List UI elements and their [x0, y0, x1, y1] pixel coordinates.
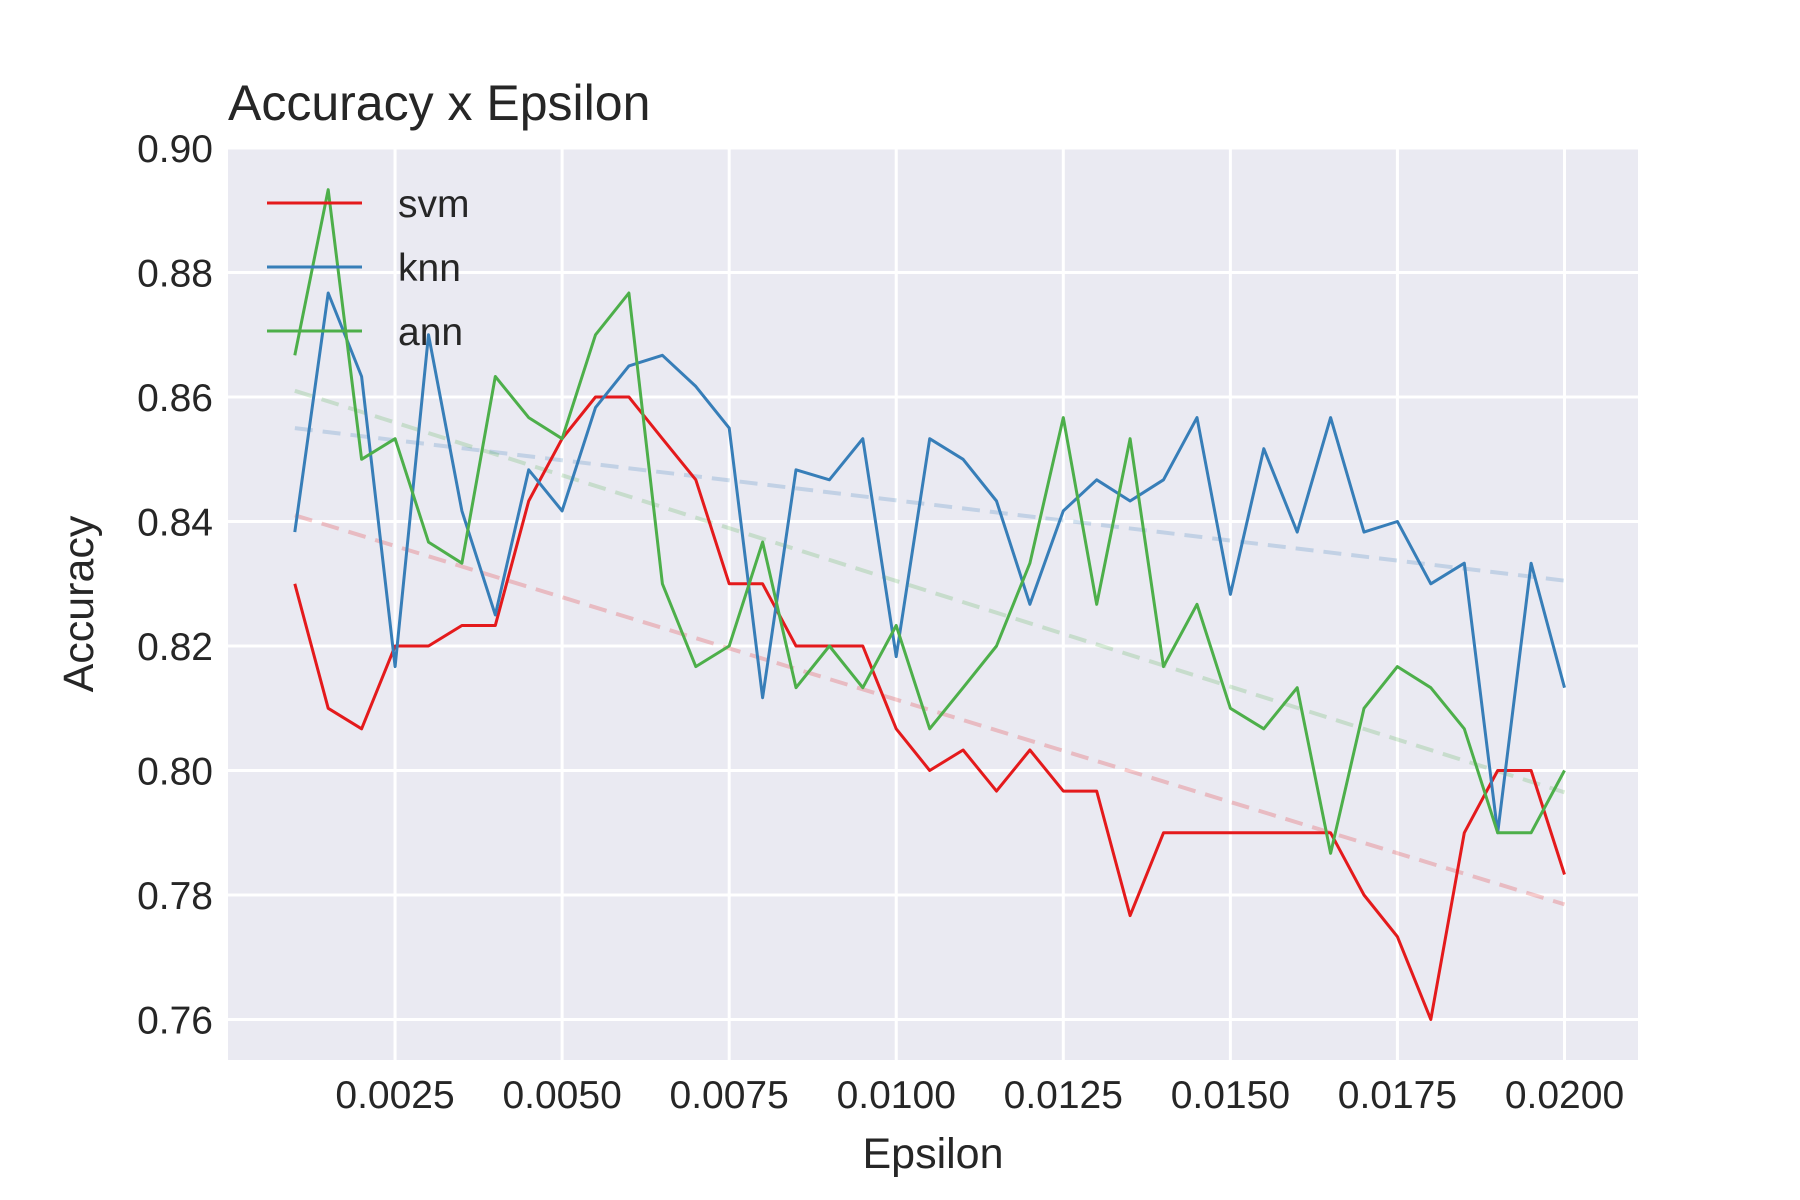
x-tick-label: 0.0150	[1171, 1074, 1290, 1117]
trend-lines	[294, 388, 1566, 907]
y-tick-label: 0.78	[137, 875, 213, 918]
x-tick-label: 0.0025	[335, 1074, 454, 1117]
y-axis-label: Accuracy	[55, 515, 103, 692]
svm-trend-line	[294, 513, 1566, 907]
x-axis-ticks: 0.0025 0.0050 0.0075 0.0100 0.0125 0.0150 0.01…	[335, 1074, 1624, 1117]
y-tick-label: 0.88	[137, 253, 213, 296]
x-tick-label: 0.0075	[670, 1074, 789, 1117]
y-tick-label: 0.86	[137, 377, 213, 420]
svm-series-line	[293, 395, 1566, 1021]
x-tick-label: 0.0175	[1338, 1074, 1457, 1117]
x-axis-label: Epsilon	[862, 1130, 1003, 1178]
x-tick-label: 0.0125	[1004, 1074, 1123, 1117]
y-tick-label: 0.90	[137, 128, 213, 171]
grid	[228, 146, 1638, 1060]
legend-item-knn: knn	[267, 247, 461, 290]
ann-trend-line	[294, 388, 1566, 795]
knn-trend-line	[294, 426, 1565, 583]
y-tick-label: 0.84	[137, 502, 213, 545]
y-axis-ticks: 0.76 0.78 0.80 0.82 0.84 0.86 0.88 0.90	[137, 128, 213, 1043]
legend: svm knn ann	[267, 183, 470, 354]
legend-item-svm: svm	[267, 183, 470, 226]
y-tick-label: 0.80	[137, 751, 213, 794]
ann-series-line	[293, 188, 1566, 855]
y-tick-label: 0.82	[137, 626, 213, 669]
x-tick-label: 0.0100	[837, 1074, 956, 1117]
y-tick-label: 0.76	[137, 1000, 213, 1043]
knn-series-line	[293, 291, 1566, 835]
x-tick-label: 0.0050	[502, 1074, 621, 1117]
legend-label-ann: ann	[398, 311, 463, 354]
chart-title: Accuracy x Epsilon	[228, 75, 650, 131]
x-tick-label: 0.0200	[1505, 1074, 1624, 1117]
legend-item-ann: ann	[267, 311, 463, 354]
plot-background	[228, 148, 1638, 1060]
series-lines	[293, 188, 1566, 1021]
legend-label-svm: svm	[398, 183, 470, 226]
legend-label-knn: knn	[398, 247, 461, 290]
